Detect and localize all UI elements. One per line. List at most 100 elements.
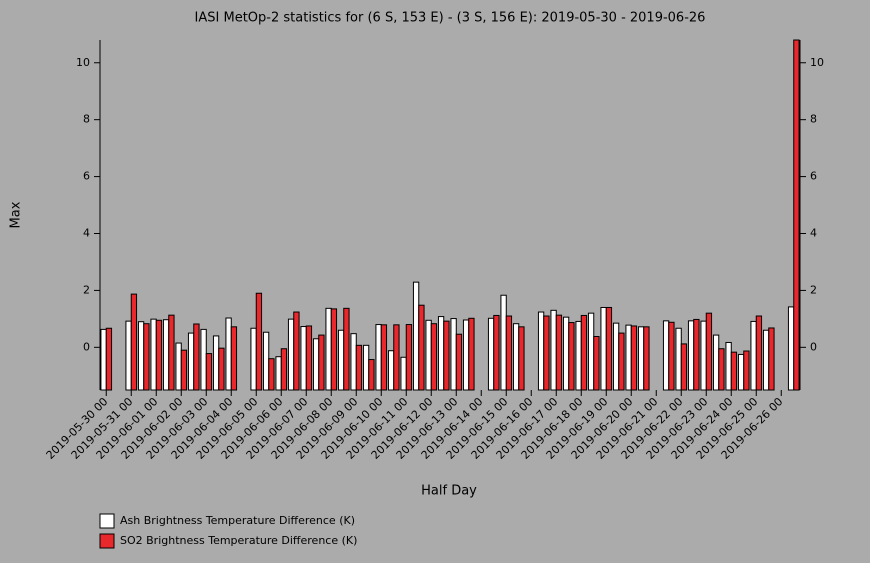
bar bbox=[555, 314, 563, 391]
bar bbox=[625, 324, 632, 391]
bar bbox=[743, 350, 750, 391]
bar bbox=[225, 317, 232, 391]
bar bbox=[712, 334, 720, 391]
bar bbox=[343, 307, 350, 391]
bar bbox=[418, 304, 425, 391]
bar bbox=[693, 318, 700, 391]
x-axis-label: Half Day bbox=[421, 484, 477, 499]
bar bbox=[212, 335, 220, 391]
legend-label: Ash Brightness Temperature Difference (K… bbox=[120, 514, 355, 527]
bar bbox=[450, 318, 457, 391]
bar bbox=[337, 329, 345, 391]
bar bbox=[643, 326, 650, 391]
bar bbox=[605, 306, 613, 391]
y-tick-label: 8 bbox=[83, 113, 90, 126]
bar bbox=[362, 344, 370, 391]
bar bbox=[675, 327, 682, 391]
bar bbox=[375, 324, 382, 391]
bar bbox=[255, 292, 263, 391]
bar bbox=[730, 351, 738, 391]
bar bbox=[318, 334, 325, 391]
bar bbox=[250, 327, 257, 391]
bar bbox=[587, 312, 595, 391]
y2-tick-label: 4 bbox=[810, 226, 817, 239]
bar bbox=[168, 314, 175, 391]
bar bbox=[262, 331, 270, 391]
bar bbox=[350, 333, 357, 391]
legend-swatch bbox=[99, 513, 115, 529]
bar bbox=[462, 319, 470, 391]
bar bbox=[425, 319, 432, 391]
bar bbox=[687, 320, 695, 391]
y2-tick-label: 8 bbox=[810, 113, 817, 126]
bar bbox=[443, 320, 450, 391]
bar bbox=[355, 344, 363, 391]
bar bbox=[330, 308, 338, 391]
bar bbox=[493, 314, 500, 391]
y2-tick-label: 0 bbox=[810, 340, 817, 353]
bar bbox=[755, 315, 763, 391]
bar bbox=[505, 315, 513, 391]
bar bbox=[593, 336, 600, 391]
bar bbox=[287, 318, 295, 391]
bar bbox=[468, 317, 475, 391]
bar bbox=[312, 338, 320, 391]
bar bbox=[193, 323, 200, 391]
bar bbox=[200, 328, 207, 391]
bar bbox=[218, 347, 225, 391]
bar bbox=[400, 356, 407, 391]
bar bbox=[543, 315, 550, 391]
bar bbox=[762, 329, 770, 391]
bar bbox=[125, 320, 132, 391]
bar bbox=[793, 39, 800, 391]
bar bbox=[368, 359, 375, 391]
bar bbox=[612, 322, 620, 391]
bar bbox=[150, 318, 157, 391]
bar bbox=[637, 326, 645, 391]
y2-tick-label: 6 bbox=[810, 170, 817, 183]
bar bbox=[518, 326, 525, 391]
bar bbox=[187, 332, 195, 391]
bar bbox=[662, 320, 670, 391]
bar bbox=[412, 281, 420, 391]
y-tick-label: 2 bbox=[83, 283, 90, 296]
bar bbox=[137, 321, 145, 391]
bar bbox=[600, 306, 607, 391]
y2-tick-label: 10 bbox=[810, 56, 824, 69]
bar bbox=[580, 314, 588, 391]
bar bbox=[275, 356, 282, 391]
bar bbox=[618, 332, 625, 391]
bar bbox=[205, 353, 213, 391]
bar bbox=[455, 333, 463, 391]
y-tick-label: 0 bbox=[83, 340, 90, 353]
bar bbox=[718, 348, 725, 391]
bar bbox=[430, 323, 438, 391]
y-tick-label: 4 bbox=[83, 226, 90, 239]
bar bbox=[300, 326, 307, 391]
bar bbox=[562, 316, 570, 391]
bar bbox=[737, 353, 745, 391]
bar bbox=[725, 341, 732, 391]
bar bbox=[680, 343, 688, 391]
bar bbox=[175, 342, 182, 391]
bar bbox=[105, 327, 113, 391]
y2-tick-label: 2 bbox=[810, 283, 817, 296]
bar bbox=[393, 324, 400, 391]
bar bbox=[537, 311, 545, 391]
bar bbox=[550, 309, 557, 391]
bar bbox=[180, 349, 188, 391]
bar bbox=[668, 321, 675, 391]
bar bbox=[705, 312, 713, 391]
bar bbox=[325, 307, 332, 391]
bar bbox=[162, 319, 170, 391]
bar bbox=[230, 326, 238, 391]
bar bbox=[155, 319, 163, 391]
legend-swatch bbox=[99, 533, 115, 549]
chart-title: IASI MetOp-2 statistics for (6 S, 153 E)… bbox=[195, 11, 706, 26]
bar bbox=[100, 328, 107, 391]
bar bbox=[143, 323, 150, 391]
bar bbox=[575, 320, 582, 391]
